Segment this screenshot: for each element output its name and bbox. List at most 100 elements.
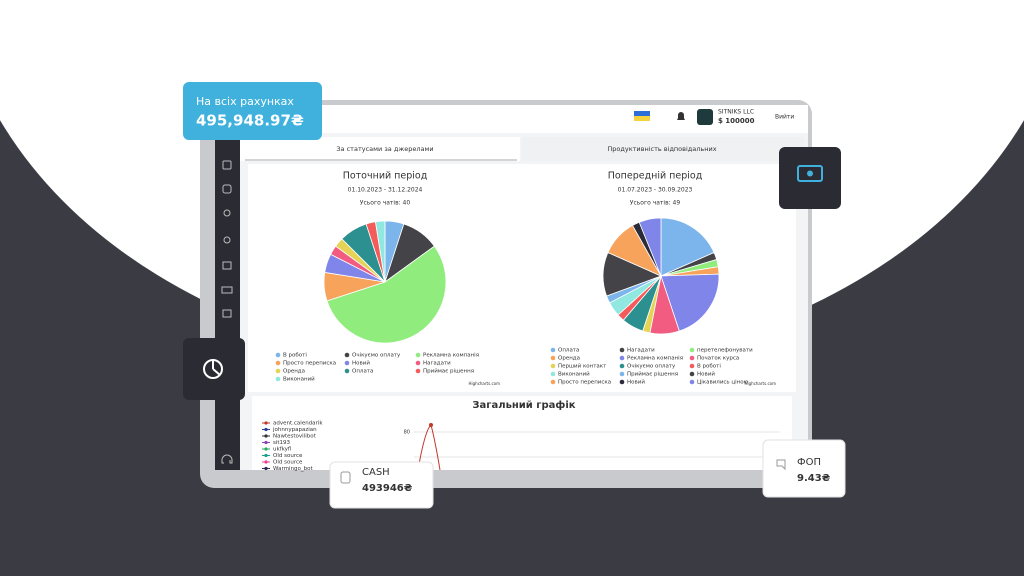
legend-marker — [550, 379, 556, 385]
legend-marker — [264, 434, 268, 438]
flag — [634, 116, 650, 121]
legend-label: Рекламна компанія — [423, 353, 479, 359]
legend-label: В роботі — [697, 364, 721, 370]
sidebar-icons — [221, 160, 233, 464]
y-tick-label: 80 — [404, 430, 410, 436]
legend-label: Оренда — [283, 369, 305, 375]
legend-marker — [619, 379, 625, 385]
legend-marker — [275, 360, 281, 366]
legend-label: Новий — [627, 379, 645, 386]
legend-label: Old source — [273, 460, 303, 466]
legend-marker — [619, 363, 625, 369]
pie-slice — [660, 217, 715, 277]
chart-credit: Highcharts.com — [745, 381, 777, 386]
legend-marker — [689, 363, 695, 369]
logout[interactable]: Вийти — [775, 114, 794, 121]
legend-label: Warmingo_bot — [273, 466, 313, 472]
legend-marker — [689, 379, 695, 385]
legend-marker — [264, 460, 268, 464]
legend-label: Перший контакт — [558, 363, 607, 370]
legend-label: перетелефонувати — [697, 348, 753, 354]
legend-label: Цікавились ціною — [697, 380, 749, 386]
legend-label: Просто переписка — [558, 380, 611, 386]
legend-marker — [619, 347, 625, 353]
legend-marker — [415, 368, 421, 374]
legend-label: Nawtestovilibot — [273, 434, 317, 440]
fop-card-icon — [776, 459, 786, 471]
legend-label: Рекламна компанія — [627, 356, 683, 362]
legend-label: Приймає рішення — [423, 368, 474, 375]
tab[interactable] — [522, 137, 804, 161]
tab-label: Продуктивність відповідальних — [607, 145, 716, 153]
legend-marker — [550, 355, 556, 361]
cash-icon — [807, 170, 813, 177]
chart-period: 01.10.2023 - 31.12.2024 — [348, 187, 423, 194]
legend-marker — [264, 440, 268, 445]
legend-label: Приймає рішення — [627, 371, 678, 378]
legend-label: В роботі — [283, 353, 307, 359]
legend-marker — [550, 363, 556, 369]
bell-icon[interactable] — [677, 112, 685, 120]
fop-label: ФОП — [797, 457, 821, 468]
legend-label: Old source — [273, 453, 303, 459]
avatar[interactable] — [697, 109, 713, 125]
legend-marker — [415, 352, 421, 358]
chart-credit: Highcharts.com — [469, 381, 501, 386]
tab[interactable] — [240, 137, 520, 161]
fop-card — [762, 439, 846, 498]
chart-period: 01.07.2023 - 30.09.2023 — [618, 187, 693, 194]
legend-marker — [344, 360, 350, 366]
company-balance: $ 100000 — [718, 117, 755, 125]
legend-label: Оренда — [558, 356, 580, 362]
legend-label: Нагадати — [627, 348, 655, 354]
cash-card — [329, 461, 434, 509]
icon-card[interactable] — [779, 147, 841, 209]
legend-label: ukfkyfl — [273, 447, 291, 453]
legend-marker — [415, 360, 421, 366]
legend-marker — [619, 371, 625, 377]
legend-label: Новий — [697, 371, 715, 378]
legend-marker — [264, 466, 268, 471]
sidebar — [215, 130, 240, 470]
legend-label: Новий — [352, 360, 370, 367]
legend-marker — [689, 371, 695, 377]
legend-label: Початок курса — [697, 356, 739, 362]
chart-total: Усього чатів: 40 — [360, 200, 411, 207]
legend-label: Очікуємо оплату — [352, 353, 401, 359]
cash-amount: 493946₴ — [362, 483, 413, 494]
legend-marker — [550, 371, 556, 377]
legend-marker — [689, 355, 695, 361]
legend-label: sit193 — [273, 440, 291, 446]
pie-slice — [374, 220, 386, 283]
chart-title: Поточний період — [343, 171, 428, 182]
chart-title: Попередній період — [608, 171, 703, 182]
overview-panel — [252, 396, 792, 470]
flag[interactable] — [634, 111, 650, 116]
legend-label: Оплата — [352, 369, 373, 375]
balance-amount: 495,948.97₴ — [196, 112, 304, 130]
legend-marker — [550, 347, 556, 353]
legend-label: johnnypapazian — [272, 427, 317, 433]
legend-marker — [275, 368, 281, 374]
topbar — [240, 105, 808, 133]
legend-marker — [264, 447, 268, 451]
tab-label: За статусами за джерелами — [336, 145, 433, 153]
legend-marker — [619, 355, 625, 361]
pie-slice — [660, 273, 720, 332]
legend-label: Оплата — [558, 348, 579, 354]
balance-label: На всіх рахунках — [196, 95, 294, 108]
balance-card — [183, 82, 322, 140]
legend-marker — [264, 421, 268, 425]
legend-label: Нагадати — [423, 361, 451, 367]
cash-icon — [797, 165, 823, 182]
chart-total: Усього чатів: 49 — [630, 200, 681, 207]
legend-label: Виконаний — [283, 376, 315, 383]
legend-marker — [264, 427, 268, 432]
legend-label: Просто переписка — [283, 361, 336, 367]
cash-card-icon — [340, 471, 351, 484]
point — [429, 423, 433, 427]
pie-slice — [638, 217, 662, 277]
cash-label: CASH — [362, 467, 390, 478]
legend-marker — [344, 368, 350, 374]
